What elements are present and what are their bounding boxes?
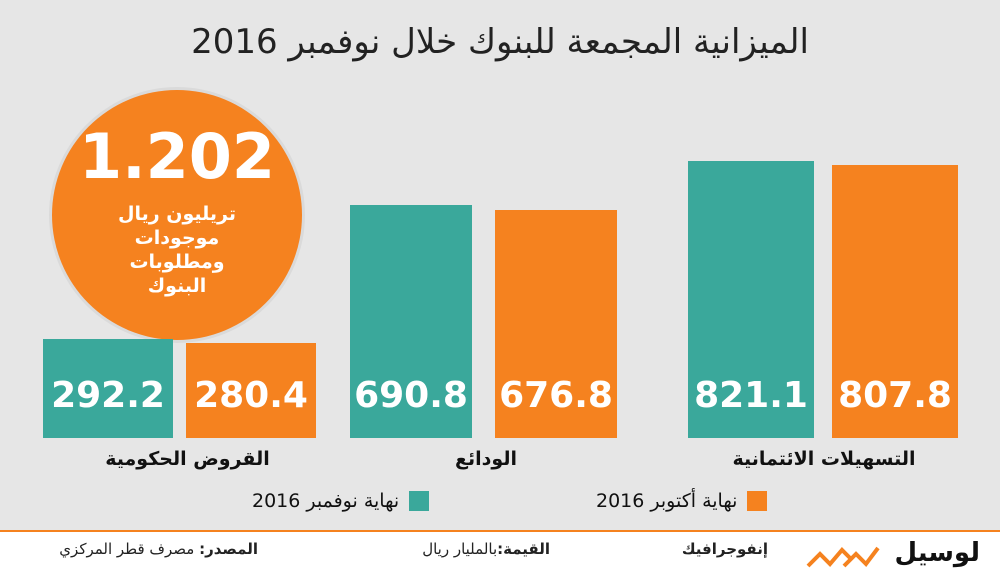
footer: المصدر: مصرف قطر المركزي القيمة:بالمليار… <box>0 530 1000 582</box>
bar-value-label: 292.2 <box>51 374 165 416</box>
footer-source-value: مصرف قطر المركزي <box>59 540 200 558</box>
highlight-value: 1.202 <box>78 120 276 193</box>
logo-chevron-icon <box>806 546 880 568</box>
bar-value-label: 676.8 <box>499 374 613 416</box>
highlight-line: تريليون ريال <box>117 203 237 225</box>
legend-november: نهاية نوفمبر 2016 <box>252 490 430 512</box>
bar-october-deposits: 676.8 <box>495 209 617 438</box>
highlight-line: البنوك <box>147 275 207 297</box>
bar-november-government-loans: 292.2 <box>43 339 173 438</box>
bar-value-label: 280.4 <box>194 374 308 416</box>
category-label-government-loans: القروض الحكومية <box>105 448 270 470</box>
legend-swatch-october <box>747 491 768 511</box>
footer-value-unit: القيمة:بالمليار ريال <box>422 540 550 558</box>
bar-value-label: 690.8 <box>354 374 468 416</box>
chart-title: الميزانية المجمعة للبنوك خلال نوفمبر 201… <box>191 22 809 62</box>
bar-october-government-loans: 280.4 <box>186 343 316 438</box>
bar-value-label: 807.8 <box>838 374 952 416</box>
legend-label-october: نهاية أكتوبر 2016 <box>596 490 738 512</box>
category-label-deposits: الودائع <box>455 448 517 470</box>
footer-value-value: بالمليار ريال <box>422 540 498 558</box>
footer-source-key: المصدر: <box>199 540 258 558</box>
bar-october-credit-facilities: 807.8 <box>832 165 958 438</box>
highlight-line: موجودات <box>134 227 220 249</box>
highlight-circle: 1.202 تريليون ريال موجودات ومطلوبات البن… <box>52 90 302 340</box>
footer-infographic: إنفوجرافيك <box>681 540 768 558</box>
legend-october: نهاية أكتوبر 2016 <box>596 490 768 512</box>
bar-value-label: 821.1 <box>694 375 808 416</box>
category-label-credit-facilities: التسهيلات الائتمانية <box>732 448 916 470</box>
highlight-caption: تريليون ريال موجودات ومطلوبات البنوك <box>52 202 302 298</box>
bar-november-deposits: 690.8 <box>350 204 472 438</box>
logo-text: لوسيل <box>894 538 980 568</box>
highlight-line: ومطلوبات <box>129 251 225 273</box>
bar-november-credit-facilities: 821.1 <box>688 161 814 438</box>
footer-value-key: القيمة: <box>497 540 550 558</box>
legend-label-november: نهاية نوفمبر 2016 <box>252 490 400 512</box>
legend-swatch-november <box>409 491 430 511</box>
publisher-logo: لوسيل <box>800 536 990 576</box>
footer-source: المصدر: مصرف قطر المركزي <box>59 540 258 558</box>
